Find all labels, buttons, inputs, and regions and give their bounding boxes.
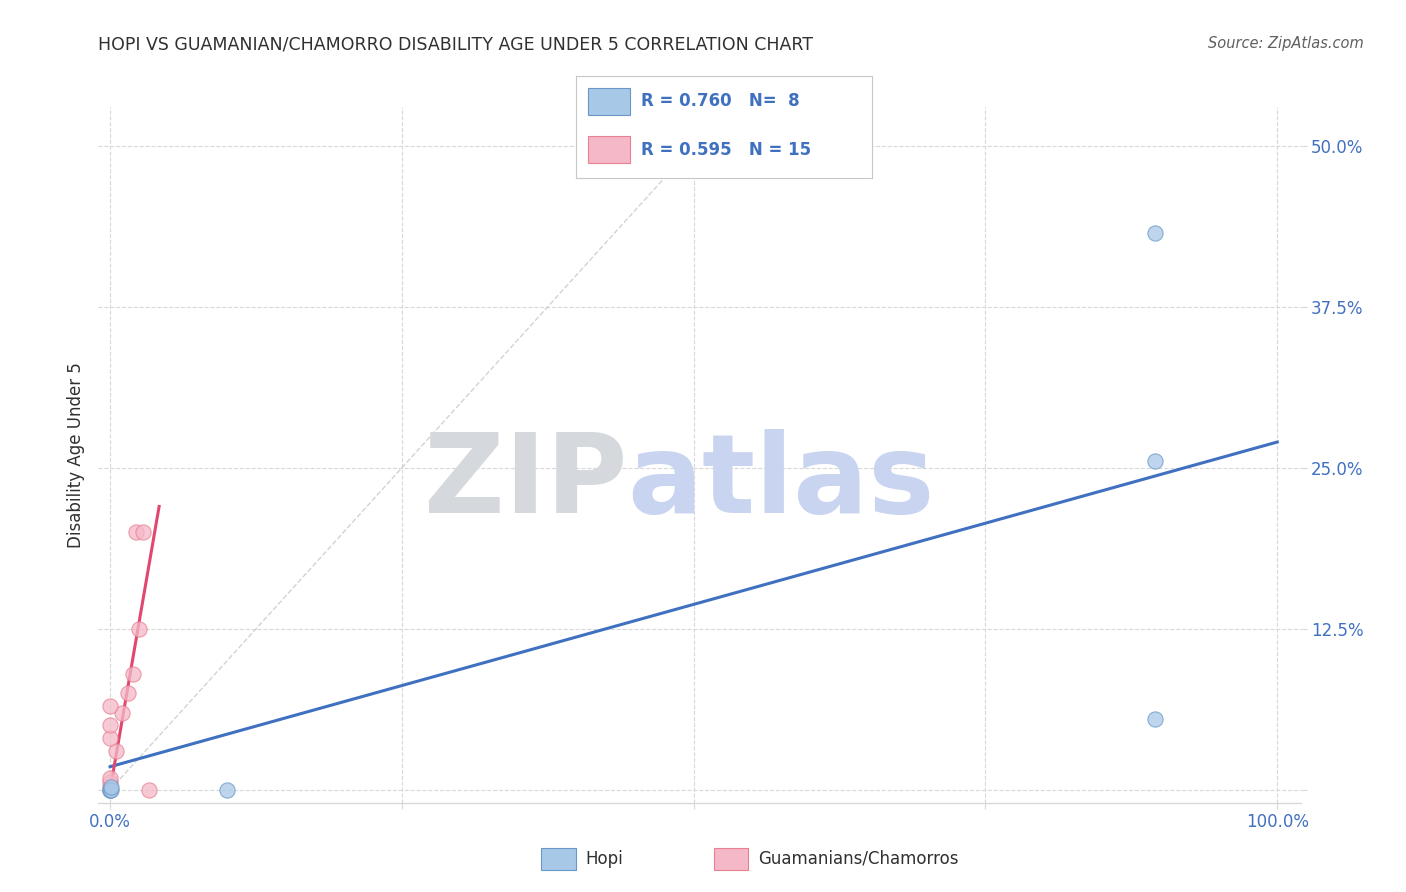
- Point: [132, 525, 155, 540]
- Point: [138, 783, 160, 797]
- Text: Source: ZipAtlas.com: Source: ZipAtlas.com: [1208, 36, 1364, 51]
- Point: [122, 667, 145, 681]
- Point: [98, 772, 121, 786]
- Point: [98, 779, 121, 793]
- FancyBboxPatch shape: [713, 847, 748, 870]
- Point: [98, 731, 121, 746]
- Point: [125, 525, 148, 540]
- Point: [100, 780, 122, 795]
- Point: [98, 775, 121, 789]
- Point: [1143, 454, 1166, 468]
- Text: R = 0.595   N = 15: R = 0.595 N = 15: [641, 141, 811, 159]
- Point: [128, 622, 150, 636]
- Point: [98, 783, 121, 797]
- Point: [111, 706, 134, 720]
- Y-axis label: Disability Age Under 5: Disability Age Under 5: [66, 362, 84, 548]
- Point: [1143, 712, 1166, 726]
- Point: [98, 699, 121, 714]
- Point: [98, 718, 121, 732]
- Point: [215, 783, 238, 797]
- Point: [98, 783, 121, 797]
- Text: R = 0.760   N=  8: R = 0.760 N= 8: [641, 93, 800, 111]
- Point: [117, 686, 139, 700]
- Point: [100, 783, 122, 797]
- Text: Hopi: Hopi: [585, 849, 623, 868]
- FancyBboxPatch shape: [541, 847, 576, 870]
- FancyBboxPatch shape: [588, 136, 630, 163]
- Text: HOPI VS GUAMANIAN/CHAMORRO DISABILITY AGE UNDER 5 CORRELATION CHART: HOPI VS GUAMANIAN/CHAMORRO DISABILITY AG…: [98, 36, 814, 54]
- FancyBboxPatch shape: [588, 88, 630, 115]
- Text: ZIP: ZIP: [425, 429, 627, 536]
- Text: atlas: atlas: [627, 429, 935, 536]
- Point: [98, 783, 121, 797]
- Text: Guamanians/Chamorros: Guamanians/Chamorros: [758, 849, 959, 868]
- Point: [104, 744, 127, 758]
- Point: [1143, 227, 1166, 241]
